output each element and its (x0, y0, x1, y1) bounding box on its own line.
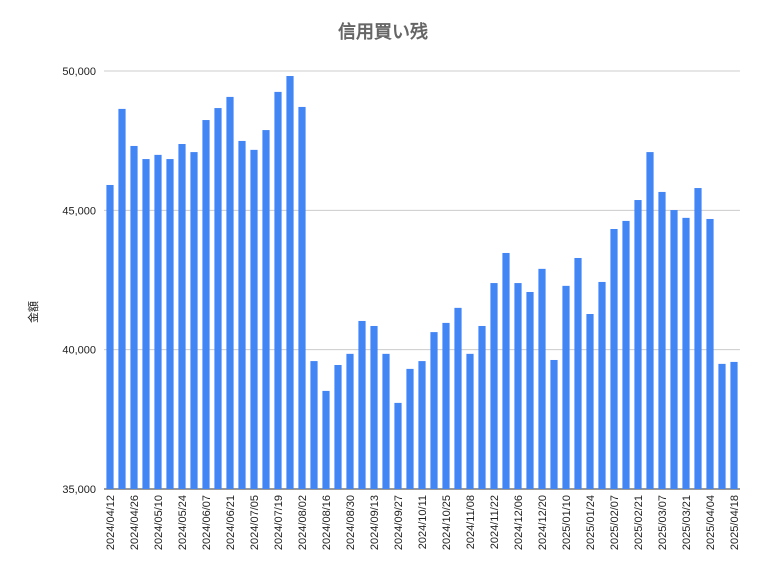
x-tick-label: 2024/11/22 (489, 495, 501, 549)
x-tick-label: 2024/04/26 (129, 495, 141, 550)
bar (658, 191, 666, 489)
x-tick-label: 2024/09/27 (393, 495, 405, 550)
y-tick-label: 40,000 (62, 345, 96, 357)
x-tick-label: 2025/01/10 (561, 495, 573, 550)
bar (646, 152, 654, 490)
x-tick-label: 2024/06/21 (225, 495, 237, 550)
bar (430, 332, 438, 489)
bar (106, 184, 114, 489)
bar (274, 91, 282, 490)
x-tick-label: 2024/12/20 (537, 495, 549, 550)
y-tick-label: 50,000 (62, 66, 96, 78)
bar (154, 154, 162, 489)
x-tick-label: 2025/02/07 (609, 495, 621, 550)
x-tick-label: 2025/03/07 (657, 495, 669, 550)
x-tick-label: 2024/04/12 (105, 495, 117, 550)
bar (598, 281, 606, 489)
bar (298, 106, 306, 489)
bar (538, 268, 546, 489)
bar (670, 210, 678, 489)
x-tick-label: 2024/09/13 (369, 495, 381, 550)
x-tick-label: 2024/10/25 (441, 495, 453, 550)
bar (442, 322, 450, 489)
bar (490, 283, 498, 489)
chart-title: 信用買い残 (338, 21, 428, 42)
bar (118, 108, 126, 489)
bar (202, 120, 210, 489)
x-tick-label: 2024/08/30 (345, 495, 357, 550)
bar (130, 145, 138, 489)
y-tick-label: 45,000 (62, 205, 96, 217)
bar (478, 325, 486, 489)
bar (586, 313, 594, 489)
bar (694, 188, 702, 490)
bar (358, 320, 366, 489)
bar (142, 159, 150, 490)
bar (226, 96, 234, 489)
x-tick-label: 2024/07/19 (273, 495, 285, 550)
x-tick-label: 2024/05/24 (177, 495, 189, 550)
bar (526, 291, 534, 489)
bar (730, 361, 738, 489)
bar (454, 307, 462, 489)
x-tick-label: 2024/11/08 (465, 495, 477, 549)
bar (250, 149, 258, 489)
x-tick-label: 2024/10/11 (417, 495, 429, 549)
bar (190, 152, 198, 490)
bar (610, 229, 618, 489)
bar (238, 140, 246, 490)
bar (514, 283, 522, 489)
bar (622, 220, 630, 489)
bar (634, 200, 642, 490)
bar (334, 364, 342, 489)
bar (346, 353, 354, 489)
y-tick-label: 35,000 (62, 484, 96, 496)
x-tick-label: 2025/04/18 (729, 495, 741, 550)
bar (550, 359, 558, 489)
x-tick-label: 2025/02/21 (633, 495, 645, 550)
x-tick-label: 2025/01/24 (585, 495, 597, 550)
x-tick-label: 2024/08/16 (321, 495, 333, 550)
bar (406, 368, 414, 489)
bar (718, 363, 726, 489)
bar (214, 108, 222, 489)
bar (310, 361, 318, 489)
bar (562, 285, 570, 489)
bar (418, 361, 426, 489)
bar (394, 402, 402, 489)
x-tick-label: 2025/04/04 (705, 495, 717, 550)
bar (178, 144, 186, 489)
bar (370, 325, 378, 489)
bar (262, 130, 270, 489)
bar (166, 159, 174, 490)
x-tick-label: 2024/12/06 (513, 495, 525, 550)
x-tick-label: 2024/08/02 (297, 495, 309, 550)
bar (322, 390, 330, 489)
bar (466, 353, 474, 489)
bar (706, 218, 714, 490)
x-tick-label: 2024/07/05 (249, 495, 261, 550)
x-tick-label: 2024/06/07 (201, 495, 213, 550)
bar (502, 252, 510, 489)
bar (574, 257, 582, 489)
bar (286, 76, 294, 490)
bar (382, 353, 390, 489)
x-tick-label: 2025/03/21 (681, 495, 693, 550)
x-tick-label: 2024/05/10 (153, 495, 165, 550)
bar (682, 217, 690, 489)
y-axis-label: 金額 (26, 301, 40, 323)
